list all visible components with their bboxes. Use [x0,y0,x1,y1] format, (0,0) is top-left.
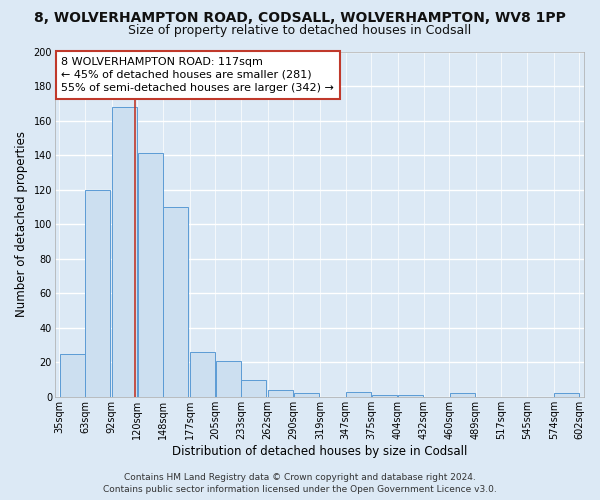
Bar [554,394,579,397]
Text: 8 WOLVERHAMPTON ROAD: 117sqm
← 45% of detached houses are smaller (281)
55% of s: 8 WOLVERHAMPTON ROAD: 117sqm ← 45% of de… [61,56,334,93]
Bar [163,207,188,397]
Text: Contains HM Land Registry data © Crown copyright and database right 2024.
Contai: Contains HM Land Registry data © Crown c… [103,472,497,494]
Y-axis label: Number of detached properties: Number of detached properties [15,131,28,317]
Bar [85,190,110,397]
Bar [268,390,293,397]
Bar [216,360,241,397]
Bar [293,394,319,397]
Bar [138,154,163,397]
X-axis label: Distribution of detached houses by size in Codsall: Distribution of detached houses by size … [172,444,467,458]
Bar [346,392,371,397]
Bar [449,394,475,397]
Bar [112,106,137,397]
Bar [398,395,423,397]
Bar [371,395,397,397]
Text: 8, WOLVERHAMPTON ROAD, CODSALL, WOLVERHAMPTON, WV8 1PP: 8, WOLVERHAMPTON ROAD, CODSALL, WOLVERHA… [34,11,566,25]
Text: Size of property relative to detached houses in Codsall: Size of property relative to detached ho… [128,24,472,37]
Bar [190,352,215,397]
Bar [60,354,85,397]
Bar [241,380,266,397]
